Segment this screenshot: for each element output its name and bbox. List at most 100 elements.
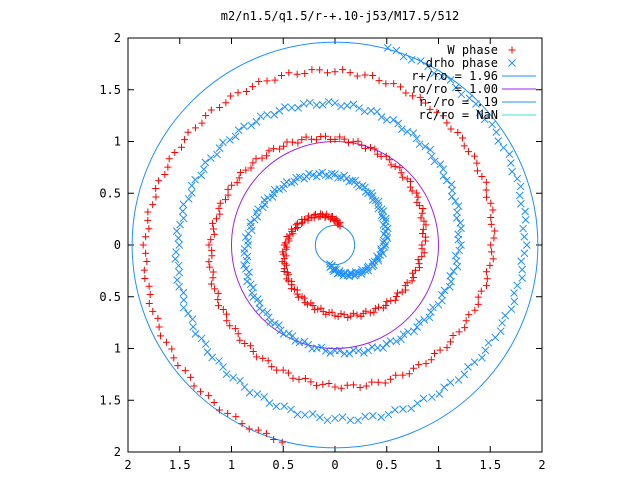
- data-point: [263, 308, 272, 317]
- data-point: [461, 324, 469, 332]
- data-point: [419, 229, 427, 237]
- data-point: [374, 378, 382, 386]
- data-point: [248, 289, 256, 297]
- data-point: [385, 156, 393, 164]
- data-point: [184, 128, 192, 136]
- data-point: [236, 376, 244, 385]
- axis-ticks: 2 1.5 1 0.5 0 0.5 1 1.5 221.510.500.511.52: [99, 31, 545, 472]
- data-point: [373, 150, 381, 158]
- data-point: [242, 256, 251, 265]
- data-point: [164, 163, 172, 171]
- data-point: [178, 207, 187, 216]
- data-point: [416, 93, 424, 101]
- data-point: [414, 256, 422, 264]
- data-point: [155, 177, 163, 185]
- x-tick-label: 1: [435, 458, 442, 472]
- data-point: [228, 181, 236, 189]
- data-point: [391, 163, 399, 171]
- data-point: [368, 258, 377, 267]
- data-point: [223, 310, 231, 318]
- data-point: [349, 138, 357, 146]
- y-tick-label: 2: [114, 445, 121, 459]
- data-point: [377, 245, 385, 253]
- data-point: [462, 317, 470, 325]
- data-point: [252, 117, 261, 126]
- data-point: [392, 292, 400, 300]
- data-point: [175, 268, 184, 277]
- data-point: [216, 199, 224, 207]
- data-point: [381, 379, 389, 387]
- data-point: [299, 100, 308, 108]
- data-point: [452, 83, 460, 92]
- data-point: [349, 381, 357, 389]
- data-point: [402, 89, 410, 97]
- data-point: [270, 319, 279, 328]
- data-point: [291, 337, 300, 345]
- data-point: [265, 147, 273, 155]
- data-point: [507, 305, 516, 314]
- data-point: [446, 272, 455, 280]
- data-point: [464, 148, 472, 156]
- data-point: [470, 358, 479, 366]
- data-point: [209, 225, 217, 233]
- data-point: [409, 129, 418, 137]
- data-point: [424, 62, 432, 71]
- y-tick-label: 2: [114, 31, 121, 45]
- data-point: [418, 209, 426, 217]
- data-point: [145, 300, 153, 308]
- x-tick-label: 1: [228, 458, 235, 472]
- data-point: [249, 83, 257, 91]
- data-point: [175, 241, 184, 249]
- data-point: [172, 227, 181, 236]
- data-point: [362, 307, 370, 315]
- data-point: [343, 381, 351, 389]
- data-point: [421, 142, 430, 151]
- data-point: [270, 145, 278, 153]
- data-point: [517, 257, 525, 266]
- data-point: [487, 241, 495, 249]
- data-point: [222, 370, 231, 379]
- data-point: [345, 177, 353, 186]
- data-point: [240, 122, 248, 131]
- data-point: [205, 241, 213, 249]
- data-point: [308, 66, 316, 74]
- data-point: [391, 296, 399, 304]
- data-point: [214, 296, 222, 304]
- data-point: [319, 380, 327, 388]
- data-point: [246, 280, 255, 289]
- data-point: [279, 366, 287, 374]
- data-point: [397, 169, 405, 177]
- data-point: [331, 414, 339, 423]
- data-point: [438, 291, 446, 299]
- data-point: [520, 232, 529, 241]
- data-points: [139, 44, 531, 446]
- data-point: [387, 297, 395, 305]
- data-point: [413, 198, 421, 206]
- data-point: [234, 126, 243, 135]
- data-point: [457, 241, 465, 249]
- data-point: [396, 164, 404, 172]
- data-point: [422, 99, 430, 107]
- data-point: [142, 249, 150, 257]
- data-point: [188, 315, 197, 324]
- data-point: [508, 59, 516, 67]
- data-point: [412, 134, 421, 143]
- data-point: [263, 194, 272, 202]
- data-point: [299, 218, 307, 226]
- data-point: [474, 300, 482, 308]
- data-point: [216, 103, 224, 111]
- data-point: [415, 140, 424, 149]
- data-point: [379, 221, 388, 229]
- data-point: [427, 356, 435, 364]
- data-point: [312, 382, 320, 390]
- data-point: [399, 371, 407, 379]
- data-point: [311, 210, 319, 218]
- data-point: [181, 367, 189, 375]
- data-point: [521, 207, 529, 216]
- data-point: [212, 215, 220, 223]
- data-point: [255, 299, 264, 307]
- data-point: [382, 339, 391, 348]
- data-point: [231, 132, 240, 141]
- data-point: [323, 416, 332, 425]
- data-point: [264, 357, 272, 365]
